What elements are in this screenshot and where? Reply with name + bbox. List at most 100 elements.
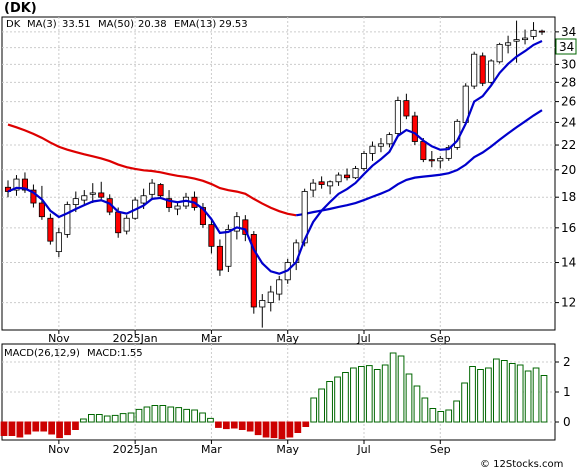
legend-ema13-value: 29.53 — [219, 19, 248, 30]
last-price-badge: 34 — [555, 38, 577, 55]
macd-bar-positive — [445, 409, 453, 423]
macd-bar-negative — [286, 421, 294, 438]
candle-up — [522, 37, 529, 41]
candle-down — [98, 192, 105, 198]
macd-bar-negative — [302, 421, 310, 427]
ema13-line — [7, 40, 543, 275]
macd-bar-positive — [103, 415, 111, 423]
price-y-tick-label: 14 — [561, 256, 576, 270]
candle-up — [488, 60, 495, 83]
macd-bar-positive — [469, 366, 476, 423]
macd-bar-positive — [334, 376, 341, 423]
macd-bar-negative — [48, 421, 56, 435]
macd-x-tick-label: Mar — [201, 443, 222, 456]
candle-up — [13, 178, 20, 191]
macd-bar-positive — [342, 372, 349, 423]
macd-y-axis: 0 1 2 — [555, 355, 571, 429]
candle-down — [344, 174, 351, 179]
macd-params-label: MACD(26,12,9) — [4, 348, 80, 359]
candle-down — [208, 224, 215, 247]
macd-x-tick-label: May — [276, 443, 299, 456]
macd-bar-positive — [524, 370, 532, 423]
legend-ma50-value: 20.38 — [138, 19, 167, 30]
candle-up — [352, 168, 359, 179]
candle-up — [360, 153, 368, 169]
watermark: © 12Stocks.com — [480, 459, 563, 470]
macd-bar-negative — [246, 421, 254, 432]
candle-down — [30, 189, 37, 204]
candle-up — [301, 191, 308, 244]
macd-bars — [0, 352, 548, 439]
macd-bar-positive — [87, 414, 95, 423]
candle-up — [267, 291, 274, 304]
candle-up — [327, 181, 334, 187]
price-x-tick-label: Nov — [48, 332, 70, 345]
candle-down — [38, 202, 45, 218]
macd-bar-negative — [0, 421, 8, 436]
price-x-tick-label: Sep — [430, 332, 451, 345]
candle-up — [377, 143, 384, 147]
macd-bar-negative — [215, 421, 222, 428]
macd-bar-positive — [477, 369, 484, 423]
macd-bar-positive — [453, 400, 461, 423]
macd-bar-positive — [516, 364, 524, 423]
candle-up — [310, 182, 317, 191]
macd-x-tick-label: Jul — [356, 443, 370, 456]
candle-down — [318, 181, 325, 185]
macd-bar-negative — [72, 421, 79, 430]
ma50-falling-path — [7, 123, 297, 217]
candle-up — [64, 204, 71, 235]
price-x-tick-label: 2025Jan — [113, 332, 158, 345]
candle-up — [259, 300, 266, 308]
macd-bar-positive — [389, 352, 397, 423]
candle-up — [233, 216, 240, 232]
macd-bar-negative — [230, 421, 238, 429]
macd-bar-positive — [183, 408, 191, 423]
candle-up — [445, 147, 452, 159]
macd-bar-positive — [310, 397, 318, 423]
macd-x-axis: Nov 2025Jan Mar May Jul Sep — [48, 440, 451, 456]
candle-up — [496, 43, 503, 63]
ma50-line — [7, 109, 543, 217]
candle-up — [394, 100, 401, 134]
candle-up — [149, 182, 156, 195]
macd-bar-positive — [151, 405, 159, 423]
macd-bar-positive — [492, 358, 500, 423]
candle-down — [47, 217, 54, 242]
macd-bar-positive — [508, 363, 516, 423]
macd-bar-positive — [326, 381, 333, 423]
candle-up — [471, 53, 478, 87]
candle-down — [403, 100, 410, 117]
macd-bar-positive — [500, 360, 508, 423]
price-y-tick-label: 34 — [561, 25, 576, 39]
price-y-tick-label: 12 — [561, 296, 576, 310]
macd-bar-positive — [175, 407, 183, 423]
macd-bar-positive — [119, 413, 127, 423]
macd-bar-positive — [381, 364, 389, 423]
candle-up — [72, 198, 79, 205]
candle-down — [250, 234, 257, 308]
macd-y-tick-label: 0 — [563, 415, 571, 429]
macd-bar-positive — [199, 412, 206, 423]
candle-down — [216, 245, 223, 271]
candle-up — [55, 232, 62, 253]
macd-bar-negative — [222, 421, 230, 430]
legend-ticker: DK — [6, 19, 21, 30]
macd-bar-positive — [95, 414, 103, 423]
macd-value-label: MACD:1.55 — [87, 348, 143, 359]
macd-y-tick-label: 2 — [563, 355, 571, 369]
candle-up — [225, 229, 232, 267]
macd-bar-negative — [16, 421, 24, 438]
macd-bar-positive — [461, 382, 468, 423]
candle-up — [530, 29, 537, 37]
candle-up — [386, 134, 393, 145]
macd-bar-positive — [540, 375, 548, 423]
candle-up — [140, 195, 147, 204]
macd-bar-positive — [111, 414, 119, 423]
macd-bar-negative — [56, 421, 63, 439]
candle-up — [123, 217, 130, 232]
macd-bar-positive — [191, 409, 198, 423]
price-x-tick-label: May — [276, 332, 299, 345]
macd-bar-positive — [207, 417, 214, 423]
macd-bar-negative — [262, 421, 270, 438]
